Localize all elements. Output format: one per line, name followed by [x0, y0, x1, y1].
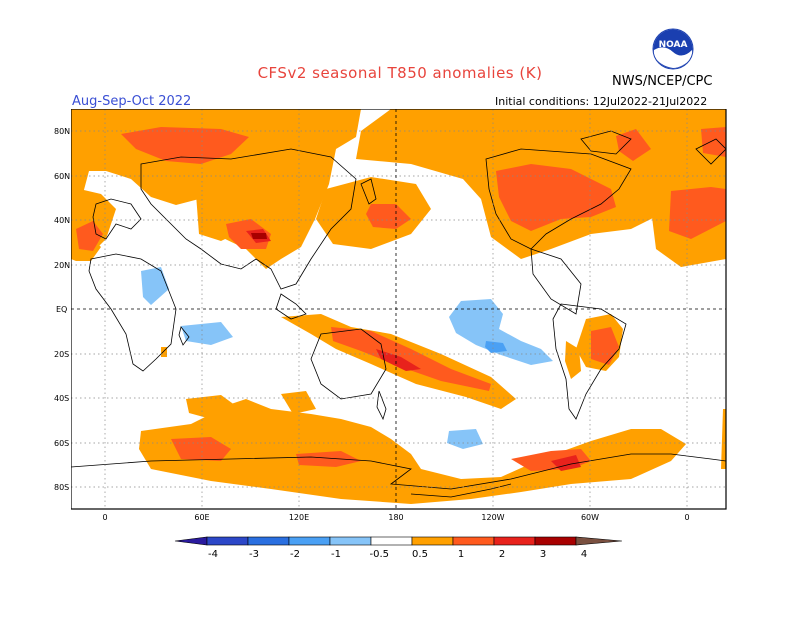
gridlines [71, 109, 726, 509]
lon-tick-60w: 60W [581, 513, 599, 522]
map-frame [71, 109, 727, 510]
lat-tick-60n: 60N [54, 172, 70, 181]
anomaly-regions-neg05-neg1 [141, 267, 553, 449]
colorbar-label: -1 [331, 549, 341, 560]
colorbar-label: 4 [581, 549, 587, 560]
lon-tick-0: 0 [102, 513, 107, 522]
colorbar: -4 -3 -2 -1 -0.5 0.5 1 2 3 4 [174, 536, 623, 560]
colorbar-swatch-2-3 [493, 536, 536, 546]
lat-tick-40s: 40S [54, 394, 69, 403]
anomaly-regions-3-4 [251, 233, 267, 239]
anomaly-map: 80N [71, 109, 727, 510]
logo-text: NOAA [659, 40, 688, 50]
lat-tick-20s: 20S [54, 350, 69, 359]
lon-tick-120e: 120E [289, 513, 309, 522]
forecast-period: Aug-Sep-Oct 2022 [72, 94, 192, 109]
colorbar-swatch-neg1-neg05 [329, 536, 372, 546]
colorbar-label: -2 [290, 549, 300, 560]
lat-tick-80s: 80S [54, 483, 69, 492]
anomaly-regions-1-2 [76, 127, 726, 471]
colorbar-swatch-neg3-neg2 [247, 536, 290, 546]
lat-axis: 80N 60N 40N 20N EQ 20S 40S 60S 80S [54, 127, 70, 492]
agency-label: NWS/NCEP/CPC [612, 74, 713, 89]
colorbar-label: -0.5 [369, 549, 389, 560]
lat-tick-20n: 20N [54, 261, 70, 270]
colorbar-label: -4 [208, 549, 218, 560]
lat-tick-80n: 80N [54, 127, 70, 136]
colorbar-label: 2 [499, 549, 505, 560]
colorbar-label: 1 [458, 549, 464, 560]
colorbar-swatch-1-2 [452, 536, 495, 546]
chart-title: CFSv2 seasonal T850 anomalies (K) [257, 64, 543, 82]
colorbar-swatch-05-1 [411, 536, 454, 546]
initial-conditions: Initial conditions: 12Jul2022-21Jul2022 [495, 95, 708, 108]
colorbar-label: -3 [249, 549, 259, 560]
colorbar-swatch-3-4 [534, 536, 577, 546]
noaa-logo: NOAA [652, 28, 694, 70]
lon-tick-120w: 120W [481, 513, 504, 522]
colorbar-swatch-neutral [370, 536, 413, 546]
colorbar-swatch-neg4-neg3 [206, 536, 249, 546]
lat-tick-60s: 60S [54, 439, 69, 448]
lon-tick-180: 180 [388, 513, 403, 522]
equator-dateline [71, 109, 726, 509]
lon-tick-0-east: 0 [684, 513, 689, 522]
anomaly-regions-neg1-neg2 [485, 341, 507, 353]
colorbar-label: 0.5 [412, 549, 428, 560]
lon-tick-60e: 60E [194, 513, 209, 522]
lat-tick-eq: EQ [56, 305, 67, 314]
colorbar-swatch-gt4 [575, 536, 623, 546]
lat-tick-40n: 40N [54, 216, 70, 225]
lon-axis: 0 60E 120E 180 120W 60W 0 [102, 513, 689, 522]
colorbar-swatch-neg2-neg1 [288, 536, 331, 546]
colorbar-swatch-lt-neg4 [174, 536, 208, 546]
colorbar-label: 3 [540, 549, 546, 560]
coastlines [71, 130, 726, 498]
